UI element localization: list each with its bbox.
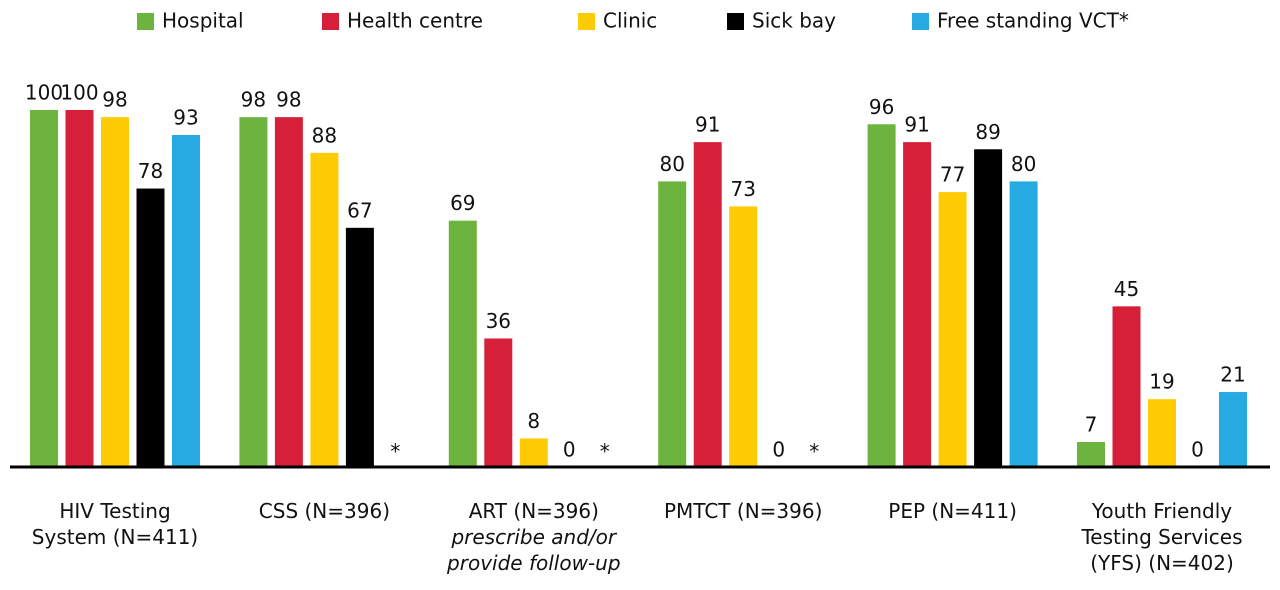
value-label: 100 — [60, 81, 98, 105]
value-label: 77 — [940, 163, 965, 187]
value-label: 67 — [347, 198, 372, 222]
bar — [1009, 181, 1038, 467]
value-label: 7 — [1085, 413, 1098, 437]
category-text: CSS (N=396) — [258, 499, 390, 523]
legend-label: Sick bay — [752, 9, 836, 33]
legend-swatch — [322, 13, 339, 30]
value-label: 91 — [904, 113, 929, 137]
value-label: * — [390, 440, 400, 464]
bar — [30, 110, 58, 467]
value-label: 0 — [772, 438, 785, 462]
category-text: ART (N=396) — [468, 499, 599, 523]
bar — [974, 149, 1003, 467]
bar — [65, 110, 94, 467]
bar — [239, 117, 268, 467]
value-label: 8 — [527, 409, 540, 433]
bar — [484, 338, 513, 467]
legend-label: Health centre — [347, 9, 483, 33]
value-label: * — [600, 440, 610, 464]
bar — [729, 206, 758, 467]
legend-label: Hospital — [162, 9, 244, 33]
bar — [519, 438, 548, 467]
legend-swatch — [727, 13, 744, 30]
legend-swatch — [912, 13, 929, 30]
bar — [448, 220, 477, 467]
bar — [867, 124, 896, 467]
bar — [274, 117, 303, 467]
bar — [101, 117, 129, 467]
value-label: 91 — [695, 113, 720, 137]
value-label: 93 — [173, 105, 198, 129]
bar — [1112, 306, 1141, 467]
bar — [310, 152, 339, 467]
value-label: 78 — [138, 159, 163, 183]
category-text: Youth Friendly Testing Services (YFS) (N… — [1081, 499, 1243, 575]
bar — [938, 192, 967, 468]
bar — [903, 142, 932, 467]
legend-swatch — [578, 13, 595, 30]
legend-label: Clinic — [603, 9, 657, 33]
annotation: prescribe and/or provide follow-up — [447, 525, 621, 575]
x-tick-label: PEP (N=411) — [863, 498, 1043, 524]
value-label: 80 — [1011, 152, 1036, 176]
value-label: 21 — [1220, 363, 1245, 387]
bar — [658, 181, 687, 467]
bar — [172, 134, 200, 468]
category-text: HIV Testing System (N=411) — [31, 499, 199, 549]
bar — [136, 188, 165, 468]
x-tick-label: Youth Friendly Testing Services (YFS) (N… — [1072, 498, 1252, 576]
value-label: * — [809, 440, 819, 464]
bar — [1148, 399, 1176, 467]
value-label: 98 — [102, 88, 127, 112]
value-label: 0 — [1191, 438, 1204, 462]
x-tick-label: CSS (N=396) — [234, 498, 414, 524]
value-label: 100 — [25, 81, 63, 105]
bar — [693, 142, 722, 467]
value-label: 36 — [486, 309, 511, 333]
value-label: 98 — [276, 88, 301, 112]
bar — [345, 227, 374, 467]
category-text: PMTCT (N=396) — [663, 499, 823, 523]
x-tick-label: HIV Testing System (N=411) — [25, 498, 205, 550]
legend-swatch — [137, 13, 154, 30]
x-tick-label: ART (N=396) prescribe and/or provide foll… — [444, 498, 624, 576]
value-label: 80 — [659, 152, 684, 176]
value-label: 69 — [450, 191, 475, 215]
value-label: 19 — [1149, 370, 1174, 394]
value-label: 88 — [312, 123, 337, 147]
x-tick-label: PMTCT (N=396) — [653, 498, 833, 524]
value-label: 73 — [730, 177, 755, 201]
bar — [1077, 442, 1105, 467]
value-label: 98 — [241, 88, 266, 112]
bar — [1219, 392, 1247, 467]
value-label: 45 — [1114, 277, 1139, 301]
value-label: 96 — [869, 95, 894, 119]
category-text: PEP (N=411) — [888, 499, 1017, 523]
value-label: 0 — [563, 438, 576, 462]
value-label: 89 — [975, 120, 1000, 144]
legend-label: Free standing VCT* — [937, 9, 1129, 33]
